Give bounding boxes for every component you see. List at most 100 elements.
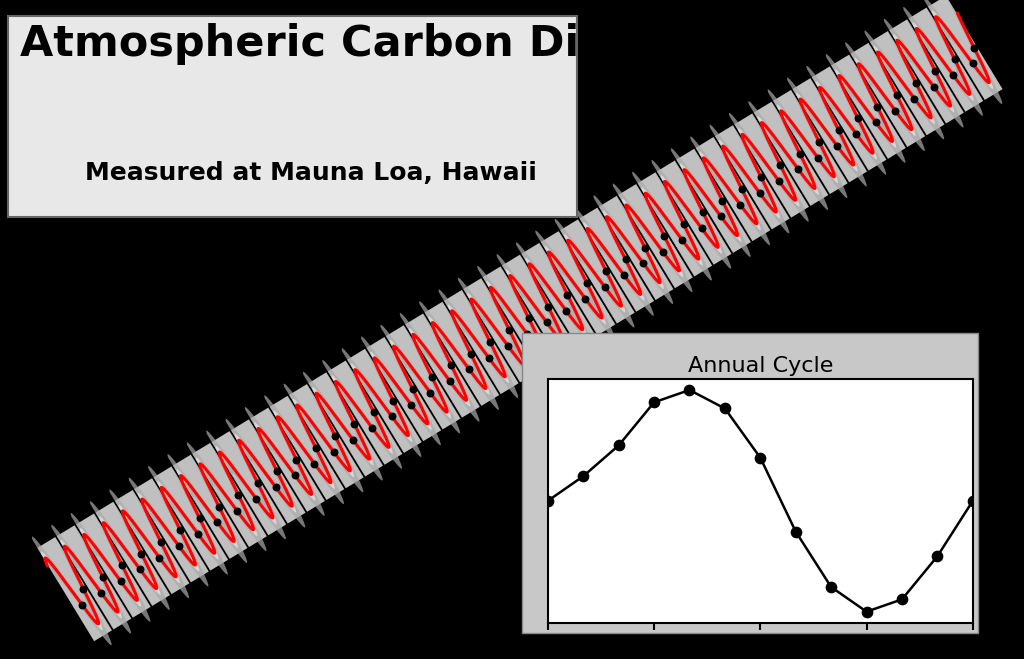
Polygon shape [254,422,315,501]
Point [858,606,874,617]
Polygon shape [231,419,305,523]
Point [695,207,712,217]
Point [539,317,555,328]
Polygon shape [806,66,886,175]
Polygon shape [444,290,518,394]
Polygon shape [110,490,189,598]
Polygon shape [80,528,141,607]
Point [346,419,362,430]
Polygon shape [657,161,731,265]
Point [94,572,111,583]
Polygon shape [129,478,209,587]
Polygon shape [458,277,538,387]
Polygon shape [312,387,374,465]
Point [461,364,477,375]
Polygon shape [908,7,983,112]
Point [810,152,826,163]
Point [637,243,653,253]
Point [365,423,381,434]
Polygon shape [734,113,809,217]
Polygon shape [212,431,286,535]
Polygon shape [677,149,751,253]
Polygon shape [134,478,209,583]
Point [191,513,208,524]
Polygon shape [389,340,451,418]
Polygon shape [521,243,596,347]
Polygon shape [138,493,200,571]
Point [559,289,575,300]
Polygon shape [560,219,635,324]
Point [500,341,516,351]
Polygon shape [793,78,867,183]
Point [540,496,556,506]
Polygon shape [234,434,296,513]
Point [848,129,864,139]
Polygon shape [361,337,440,445]
Point [306,458,323,469]
Point [384,411,400,422]
Polygon shape [622,198,683,277]
Point [681,385,697,395]
Polygon shape [196,457,257,536]
FancyBboxPatch shape [522,333,978,633]
Polygon shape [467,293,528,372]
Point [366,407,382,418]
Polygon shape [825,54,905,163]
Point [906,94,923,104]
Polygon shape [497,254,577,363]
Polygon shape [347,349,422,453]
Polygon shape [583,222,644,301]
Polygon shape [419,301,499,410]
Polygon shape [773,90,848,194]
Point [772,160,788,171]
Polygon shape [225,418,305,528]
Point [228,505,245,516]
Point [441,376,458,386]
Polygon shape [912,22,974,101]
Point [402,399,419,410]
Polygon shape [893,34,954,113]
Polygon shape [428,316,489,395]
Point [189,529,206,539]
Polygon shape [154,467,228,571]
Polygon shape [923,0,1002,104]
Polygon shape [889,19,964,123]
Point [889,90,905,100]
Point [646,397,663,408]
Point [752,453,768,463]
Polygon shape [284,384,364,492]
Polygon shape [768,90,847,198]
Polygon shape [90,501,170,610]
Point [501,325,517,335]
Polygon shape [729,113,809,222]
Text: Atmospheric Carbon Dioxide: Atmospheric Carbon Dioxide [20,23,712,65]
Point [717,403,733,414]
Polygon shape [758,116,819,195]
Polygon shape [406,314,480,418]
Point [480,353,497,363]
Polygon shape [599,196,674,300]
Polygon shape [193,443,267,547]
Text: Measured at Mauna Loa, Hawaii: Measured at Mauna Loa, Hawaii [85,161,537,185]
Point [752,188,768,198]
Polygon shape [264,395,344,504]
Polygon shape [215,445,276,525]
Point [907,78,924,88]
Polygon shape [303,372,383,480]
Point [615,270,632,281]
Point [540,301,556,312]
Polygon shape [176,469,238,548]
Point [965,58,981,69]
Polygon shape [573,207,653,316]
Point [887,105,903,116]
Polygon shape [870,31,944,135]
Point [693,223,710,233]
Point [946,54,963,65]
Polygon shape [612,183,692,293]
Polygon shape [273,411,335,489]
Point [267,482,284,492]
Polygon shape [409,328,470,407]
Point [830,125,847,135]
Polygon shape [940,0,1010,100]
Point [250,478,266,488]
